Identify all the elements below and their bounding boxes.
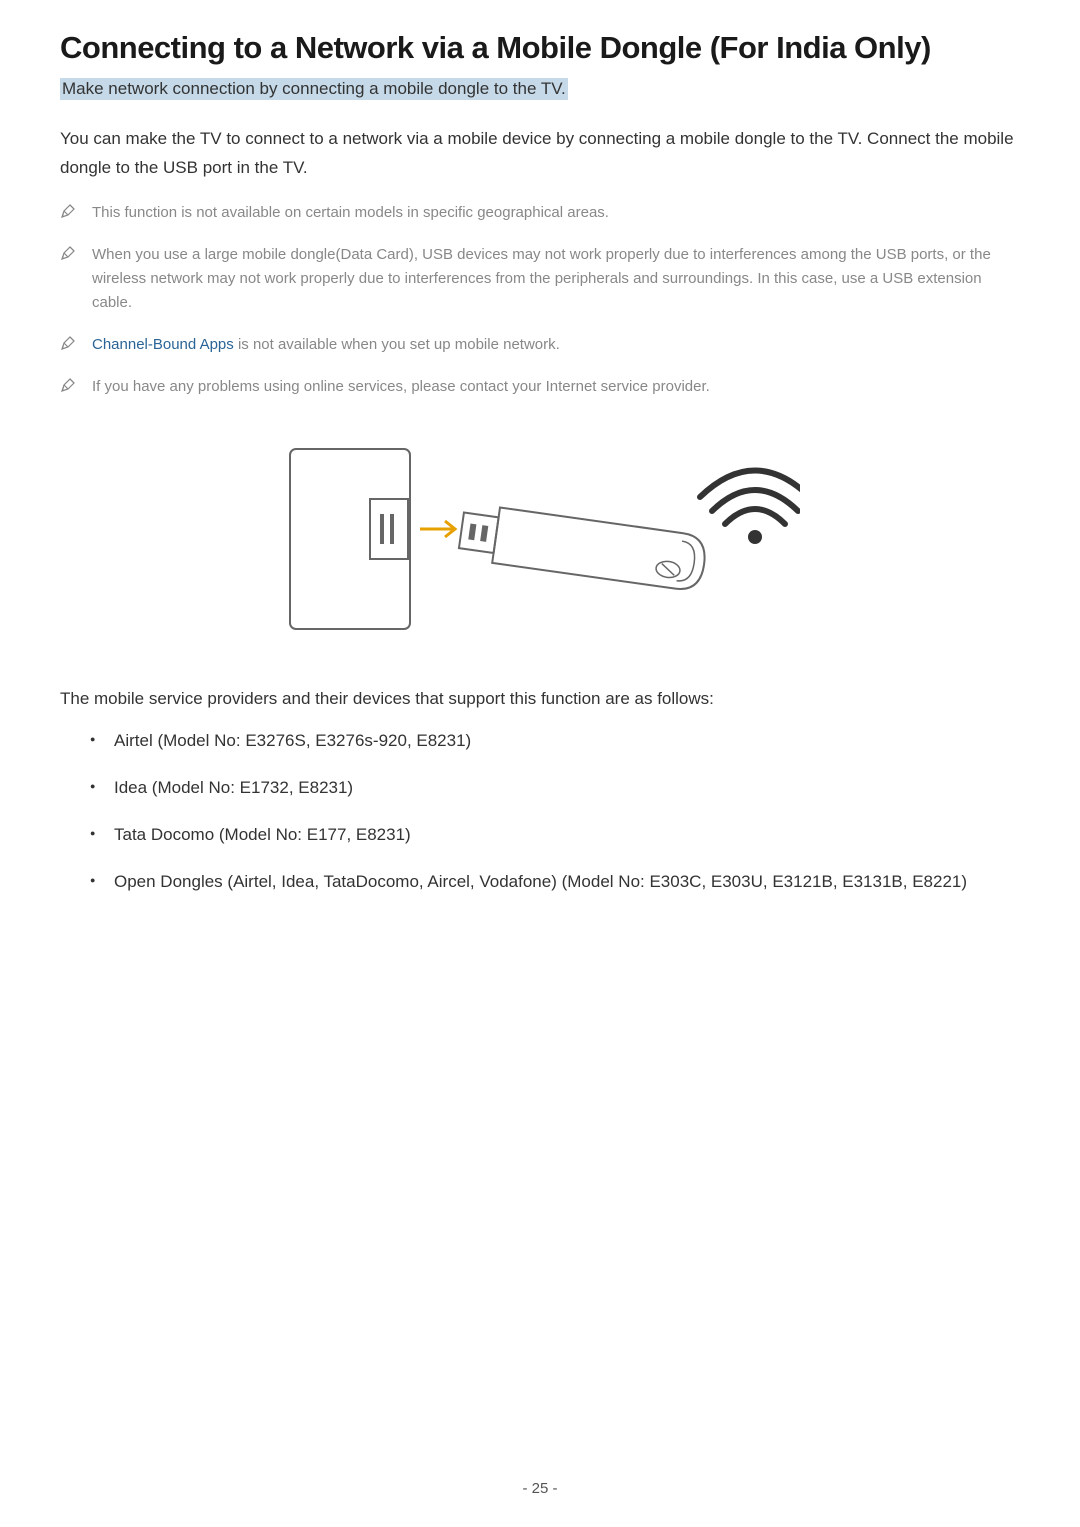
dongle-diagram <box>60 429 1020 659</box>
link-channel-bound-apps[interactable]: Channel-Bound Apps <box>92 336 234 353</box>
pencil-icon <box>60 377 76 393</box>
note-text: If you have any problems using online se… <box>92 375 710 399</box>
intro-paragraph: You can make the TV to connect to a netw… <box>60 125 1020 183</box>
note-text: When you use a large mobile dongle(Data … <box>92 243 1020 315</box>
page-title: Connecting to a Network via a Mobile Don… <box>60 30 1020 66</box>
note-item: When you use a large mobile dongle(Data … <box>60 243 1020 315</box>
list-item: Airtel (Model No: E3276S, E3276s-920, E8… <box>90 727 1020 754</box>
note-text: Channel-Bound Apps is not available when… <box>92 333 560 357</box>
note-item: This function is not available on certai… <box>60 201 1020 225</box>
note-text: This function is not available on certai… <box>92 201 609 225</box>
pencil-icon <box>60 203 76 219</box>
note-item: If you have any problems using online se… <box>60 375 1020 399</box>
subtitle-highlight: Make network connection by connecting a … <box>60 78 568 100</box>
page-number: - 25 - <box>522 1480 557 1497</box>
providers-list: Airtel (Model No: E3276S, E3276s-920, E8… <box>60 727 1020 896</box>
providers-intro: The mobile service providers and their d… <box>60 689 1020 709</box>
note-item: Channel-Bound Apps is not available when… <box>60 333 1020 357</box>
list-item: Idea (Model No: E1732, E8231) <box>90 774 1020 801</box>
list-item: Open Dongles (Airtel, Idea, TataDocomo, … <box>90 868 1020 895</box>
pencil-icon <box>60 335 76 351</box>
pencil-icon <box>60 245 76 261</box>
list-item: Tata Docomo (Model No: E177, E8231) <box>90 821 1020 848</box>
